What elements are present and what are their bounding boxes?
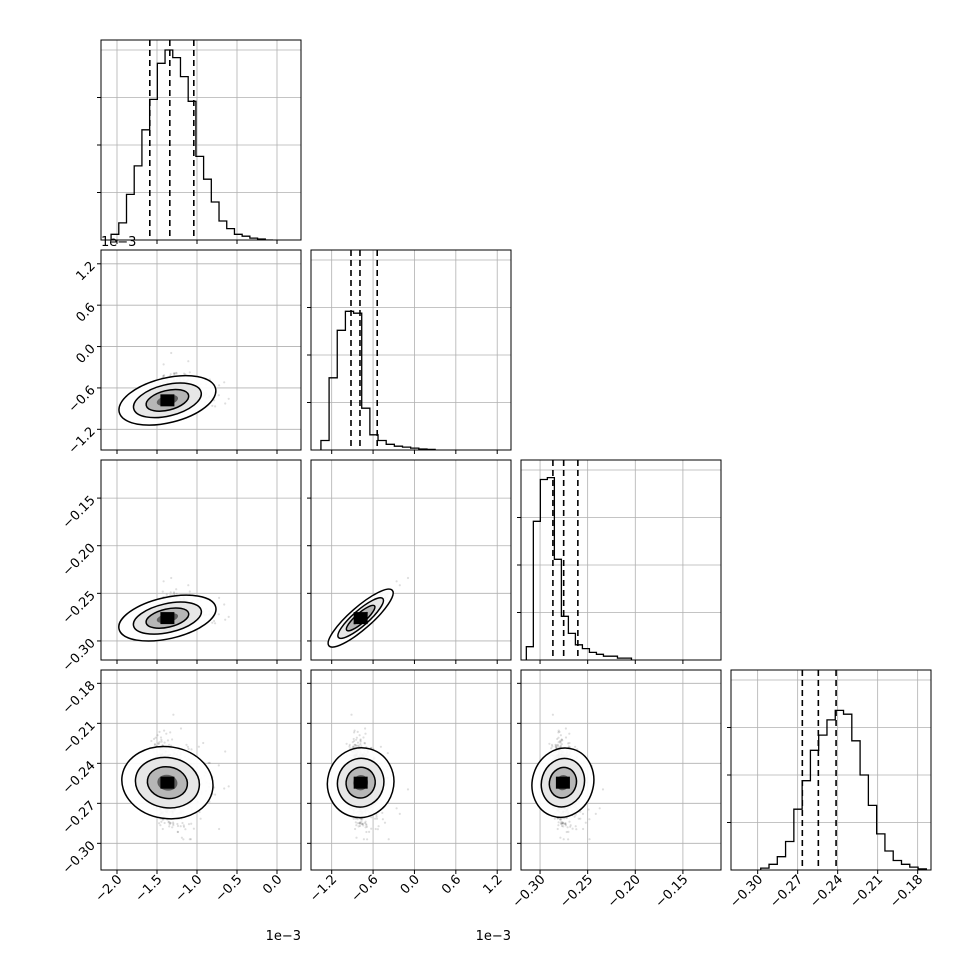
histogram-step	[320, 310, 436, 450]
scatter-point	[187, 584, 190, 587]
scatter-point	[172, 591, 176, 594]
panel-2-1	[307, 459, 512, 664]
scatter-point	[213, 619, 216, 623]
scatter-point	[162, 580, 165, 583]
scatter-point	[169, 373, 172, 376]
scatter-point	[161, 590, 164, 593]
scatter-point	[188, 590, 191, 593]
scatter-point	[169, 591, 172, 594]
gridlines	[311, 250, 511, 450]
scatter-point	[406, 576, 410, 580]
histogram-step	[525, 476, 633, 660]
scatter-point	[187, 360, 190, 363]
scatter-point	[175, 588, 178, 591]
scatter-group	[118, 351, 230, 426]
gridlines	[101, 40, 301, 240]
histogram-step	[110, 49, 273, 240]
panel-frame	[310, 249, 512, 451]
scatter-point	[173, 372, 176, 376]
scatter-point	[223, 381, 226, 384]
scatter-point	[188, 371, 191, 374]
scatter-point	[218, 384, 221, 387]
scatter-point	[217, 394, 220, 397]
scatter-point	[217, 613, 220, 616]
scatter-point	[163, 374, 166, 377]
panel-frame	[100, 249, 302, 451]
panel-frame	[520, 459, 722, 661]
scatter-group	[121, 713, 230, 841]
panel-3-0	[97, 669, 302, 874]
scatter-point	[165, 593, 168, 596]
scatter-point	[211, 404, 214, 407]
scatter-point	[173, 372, 176, 375]
panel-1-1	[307, 249, 512, 454]
scatter-point	[224, 618, 227, 621]
scatter-point	[395, 580, 398, 583]
density-peak	[160, 612, 175, 625]
panel-frame	[100, 459, 302, 661]
scatter-point	[227, 397, 230, 400]
scatter-point	[175, 371, 178, 374]
scatter-point	[162, 363, 165, 366]
scatter-point	[223, 603, 226, 606]
scatter-group	[327, 576, 410, 648]
scatter-point	[175, 372, 178, 375]
scatter-point	[214, 622, 217, 625]
gridlines	[521, 460, 721, 660]
panel-frame	[310, 459, 512, 661]
scatter-point	[172, 372, 175, 375]
scatter-point	[211, 621, 214, 624]
scatter-point	[162, 374, 165, 378]
panel-2-0	[97, 459, 302, 664]
panel-frame	[100, 39, 302, 241]
scatter-point	[170, 351, 173, 355]
scatter-point	[162, 375, 165, 378]
scatter-point	[227, 615, 230, 619]
scatter-point	[173, 592, 176, 595]
panel-0-0	[97, 39, 302, 244]
scatter-point	[183, 372, 186, 375]
density-peak	[353, 612, 368, 625]
scatter-point	[170, 576, 173, 580]
scatter-point	[398, 584, 401, 587]
gridlines	[311, 460, 511, 660]
scatter-point	[214, 405, 217, 408]
scatter-point	[224, 402, 227, 405]
scatter-point	[218, 596, 221, 600]
panel-1-0	[97, 249, 302, 454]
scatter-point	[175, 592, 178, 595]
scatter-group	[118, 576, 230, 642]
density-peak	[160, 394, 175, 407]
panel-2-2	[517, 459, 722, 664]
